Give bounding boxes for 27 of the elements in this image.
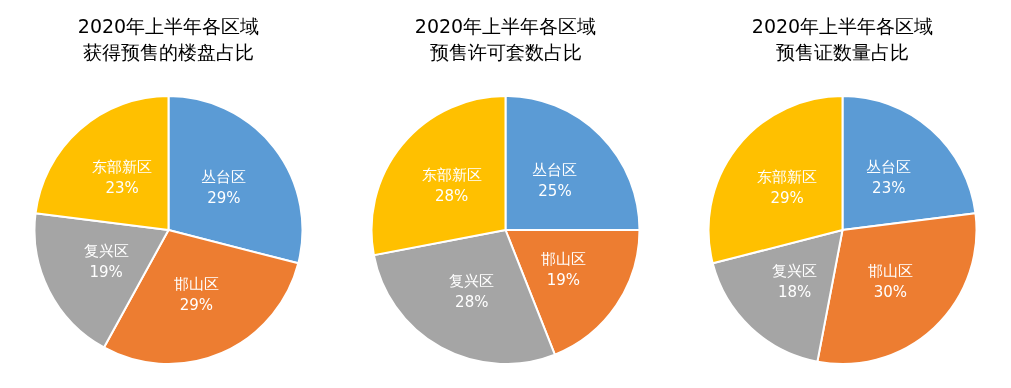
- data-label: 18%: [777, 282, 812, 301]
- slice-label: 复兴区: [449, 271, 495, 290]
- slice-label: 东部新区: [92, 157, 153, 176]
- slice-label: 复兴区: [83, 242, 129, 261]
- slice-label: 邯山区: [173, 274, 219, 293]
- slice-label: 东部新区: [757, 167, 818, 186]
- data-label: 29%: [179, 295, 213, 314]
- slice-label: 丛台区: [866, 157, 912, 176]
- slice-label: 丛台区: [201, 167, 247, 186]
- data-label: 23%: [105, 178, 139, 197]
- data-label: 28%: [455, 292, 489, 311]
- slice-label: 东部新区: [421, 165, 482, 184]
- slice-label: 邯山区: [540, 249, 586, 268]
- slice-label: 复兴区: [772, 261, 818, 280]
- data-label: 23%: [872, 178, 906, 197]
- data-label: 19%: [89, 263, 123, 282]
- chart-title: 2020年上半年各区域预售许可套数占比: [414, 15, 597, 63]
- data-label: 19%: [546, 270, 581, 289]
- data-label: 29%: [207, 188, 241, 207]
- data-label: 28%: [434, 186, 469, 205]
- data-label: 29%: [770, 188, 804, 207]
- chart-title: 2020年上半年各区域获得预售的楼盘占比: [77, 15, 260, 63]
- data-label: 30%: [873, 282, 908, 301]
- chart-title: 2020年上半年各区域预售证数量占比: [751, 15, 934, 63]
- slice-label: 邯山区: [867, 261, 913, 280]
- data-label: 25%: [538, 182, 572, 200]
- slice-label: 丛台区: [532, 161, 578, 179]
